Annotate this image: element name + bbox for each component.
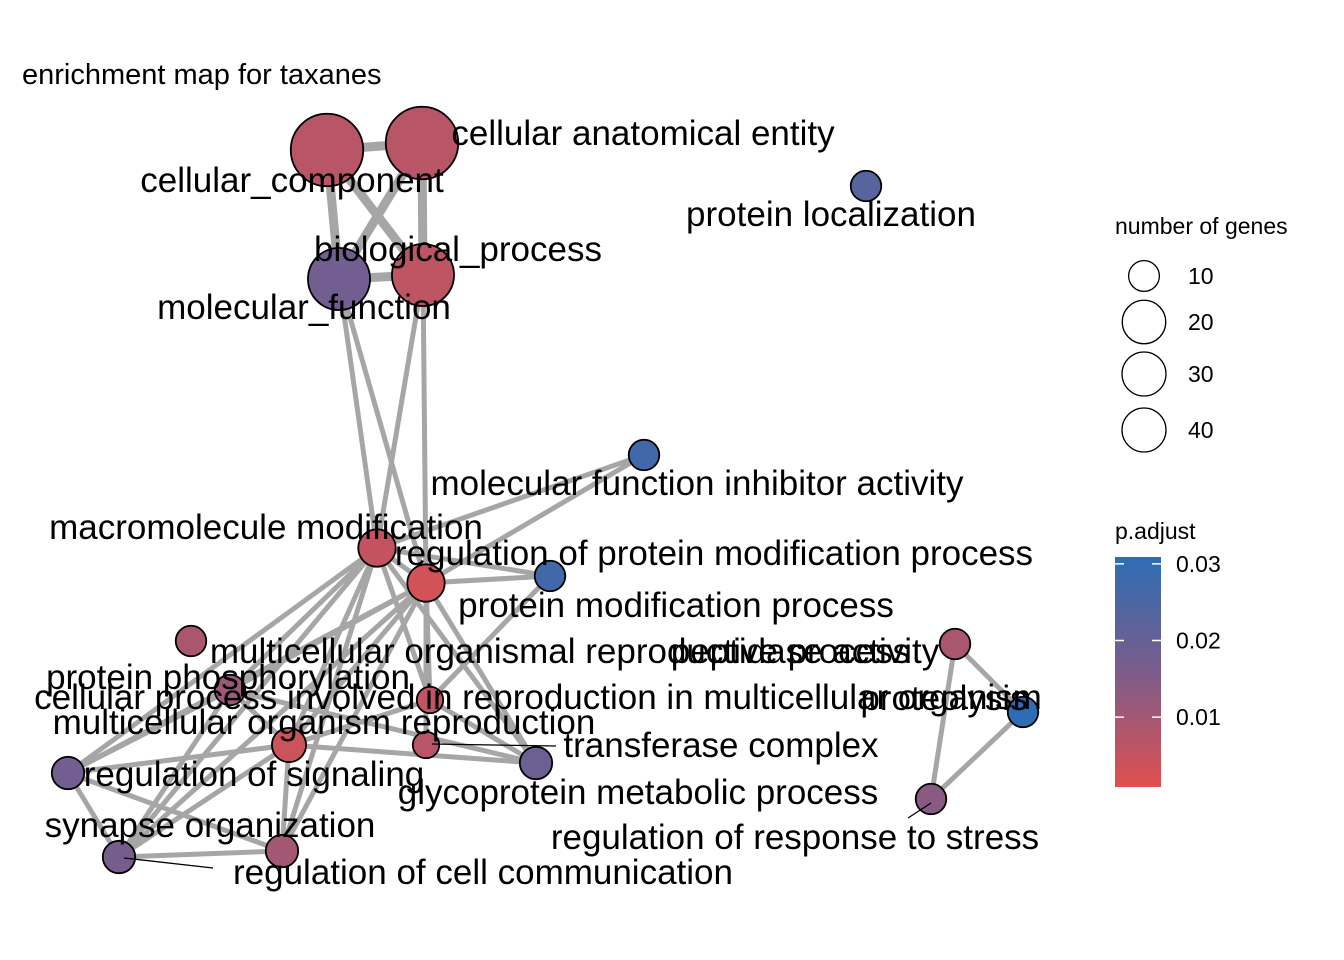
size-legend-circle-30 [1121,351,1167,397]
size-legend-circle-40 [1121,407,1167,453]
edge-proteolysis--regulation_of_response_to_stress [929,710,1025,801]
size-legend: number of genes 10 20 30 40 [1115,213,1288,453]
color-legend-label-0.01: 0.01 [1176,704,1221,730]
edge-protein_modification_process--regulation_of_protein_modification_process [425,573,551,586]
node-molecular_function[interactable] [307,247,371,311]
edge-macromolecule_modification--molecular_function_inhibitor_activity [376,452,645,551]
color-scale-bar [1115,557,1161,787]
edge-protein_phosphorylation--glycoprotein_metabolic_process [229,687,537,766]
edge-protein_phosphorylation--regulation_of_signaling [66,687,232,776]
edge-regulation_of_protein_modification_process--cellular_process_involved_in_reproduction [428,574,552,702]
edge-cellular_process_involved_in_reproduction--glycoprotein_metabolic_process [428,697,538,766]
node-cellular_component[interactable] [289,112,365,188]
edge-protein_phosphorylation--synapse_organization [116,688,233,859]
size-legend-circle-10 [1127,259,1161,293]
node-label-cellular_process_involved_in_reproduction: cellular process involved in reproductio… [34,678,1042,717]
edge-macromolecule_modification--protein_phosphorylation [228,546,379,692]
node-protein_localization[interactable] [849,169,883,203]
node-label-multicellular_organism_reproduction: multicellular organism reproduction [53,703,596,742]
node-synapse_organization[interactable] [101,839,137,875]
node-label-biological_process: biological_process [314,230,602,269]
node-cellular_anatomical_entity[interactable] [384,105,460,181]
node-label-regulation_of_signaling: regulation of signaling [84,755,425,794]
node-regulation_of_response_to_stress[interactable] [914,782,948,816]
edge-multicellular_organism_reproduction--regulation_of_signaling [67,742,290,776]
edge-regulation_of_signaling--regulation_of_cell_communication [67,770,283,854]
edge-peptidase_activity--regulation_of_response_to_stress [928,643,958,800]
node-label-protein_phosphorylation: protein phosphorylation [46,658,410,697]
node-label-transferase_complex: transferase complex [563,726,879,765]
node-multicellular_organismal_reproductive_process[interactable] [174,624,208,658]
nodes-layer [50,105,1040,875]
node-label-macromolecule_modification: macromolecule modification [49,508,483,547]
color-legend-label-0.03: 0.03 [1176,551,1221,577]
node-peptidase_activity[interactable] [938,627,972,661]
node-label-regulation_of_response_to_stress: regulation of response to stress [551,818,1039,857]
edge-molecular_function--macromolecule_modification [336,278,380,549]
node-label-glycoprotein_metabolic_process: glycoprotein metabolic process [398,773,879,812]
leader-line-regulation_of_response_to_stress [907,802,932,819]
edge-protein_modification_process--glycoprotein_metabolic_process [423,581,539,765]
chart-title: enrichment map for taxanes [22,59,381,91]
color-legend-label-0.02: 0.02 [1176,628,1221,654]
edge-biological_process--macromolecule_modification [374,274,426,549]
edge-multicellular_organism_reproduction--synapse_organization [117,742,291,860]
node-label-protein_localization: protein localization [686,195,976,234]
node-glycoprotein_metabolic_process[interactable] [518,745,554,781]
edge-multicellular_organism_reproduction--cellular_process_involved_in_reproduction [288,697,431,748]
node-cellular_process_involved_in_reproduction[interactable] [415,685,445,715]
node-protein_modification_process[interactable] [406,563,446,603]
edge-macromolecule_modification--multicellular_organism_reproduction [286,546,380,747]
node-regulation_of_protein_modification_process[interactable] [533,559,567,593]
node-proteolysis[interactable] [1006,695,1040,729]
node-label-multicellular_organismal_reproductive_process: multicellular organismal reproductive pr… [210,632,910,671]
node-label-protein_modification_process: protein modification process [458,586,894,625]
node-label-regulation_of_protein_modification_process: regulation of protein modification proce… [395,534,1033,573]
color-legend-title: p.adjust [1115,518,1196,544]
color-legend: p.adjust 0.03 0.02 0.01 [1115,518,1221,787]
size-legend-label-30: 30 [1188,361,1214,387]
edge-macromolecule_modification--regulation_of_protein_modification_process [376,545,551,579]
node-label-peptidase_activity: peptidase activity [671,632,940,671]
node-transferase_complex[interactable] [411,730,441,760]
node-regulation_of_signaling[interactable] [50,755,86,791]
size-legend-label-40: 40 [1188,417,1214,443]
leaders-layer [123,743,932,869]
size-legend-label-20: 20 [1188,309,1214,335]
node-multicellular_organism_reproduction[interactable] [271,727,307,763]
edge-macromolecule_modification--glycoprotein_metabolic_process [374,546,539,765]
edge-synapse_organization--regulation_of_cell_communication [118,848,283,860]
edge-protein_modification_process--multicellular_organism_reproduction [287,581,428,747]
edge-macromolecule_modification--regulation_of_signaling [66,545,379,776]
node-label-cellular_component: cellular_component [140,161,444,200]
node-regulation_of_cell_communication[interactable] [264,833,300,869]
leader-line-synapse_organization [123,857,214,869]
node-molecular_function_inhibitor_activity[interactable] [627,438,661,472]
node-label-molecular_function: molecular_function [157,288,451,327]
node-label-regulation_of_cell_communication: regulation of cell communication [233,853,733,892]
node-biological_process[interactable] [391,243,455,307]
edge-multicellular_organism_reproduction--glycoprotein_metabolic_process [288,742,537,766]
node-protein_phosphorylation[interactable] [213,673,247,707]
node-label-proteolysis: proteolysis [860,679,1027,718]
node-macromolecule_modification[interactable] [357,528,397,568]
size-legend-title: number of genes [1115,213,1288,239]
node-label-molecular_function_inhibitor_activity: molecular function inhibitor activity [430,464,964,503]
node-label-synapse_organization: synapse organization [45,806,376,845]
node-label-cellular_anatomical_entity: cellular anatomical entity [451,114,835,153]
edge-molecular_function--protein_modification_process [336,278,429,584]
leader-line-transferase_complex [431,743,557,747]
size-legend-label-10: 10 [1188,263,1214,289]
edge-protein_modification_process--regulation_of_cell_communication [279,581,429,853]
size-legend-circle-20 [1121,299,1167,345]
